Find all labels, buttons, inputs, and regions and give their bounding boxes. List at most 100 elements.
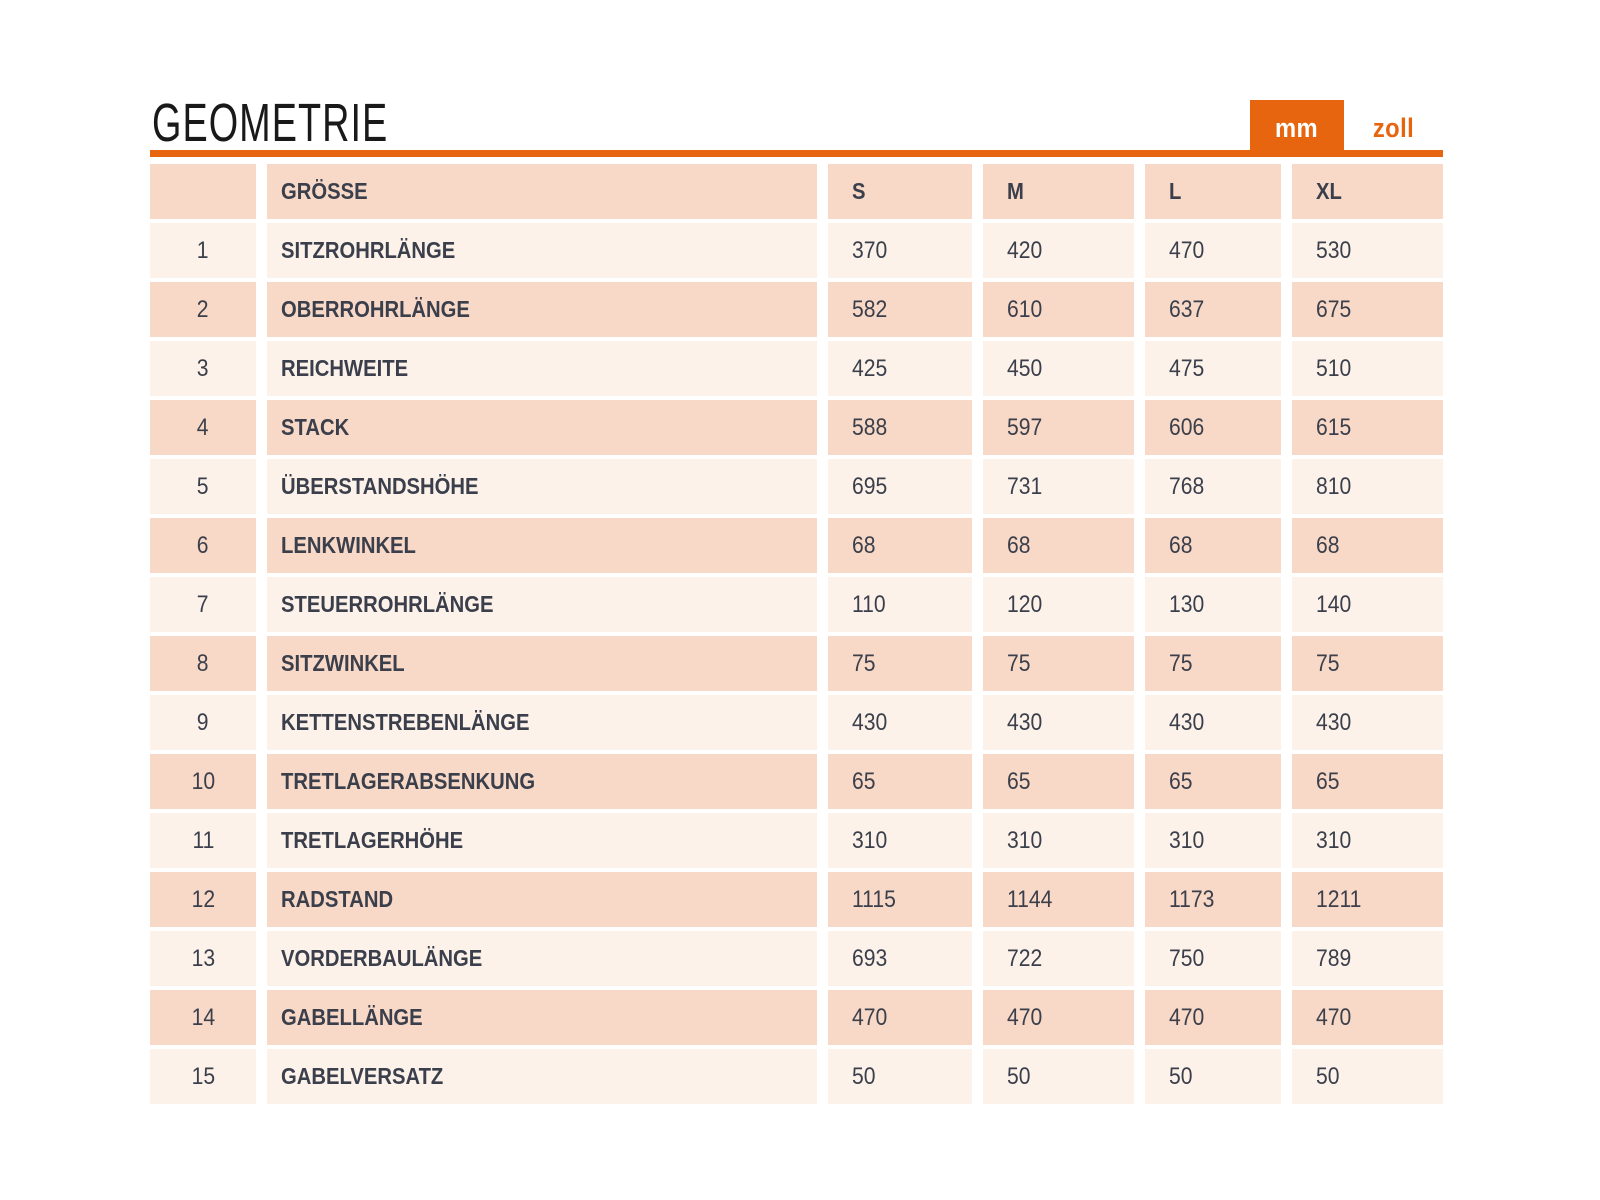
row-number-cell-text: 3 — [197, 354, 209, 382]
value-cell-l: 750 — [1145, 931, 1281, 986]
row-number-cell-text: 7 — [197, 590, 209, 618]
value-cell-xl-text: 65 — [1316, 767, 1340, 795]
value-cell-s-text: 68 — [852, 531, 876, 559]
row-number-cell-text: 13 — [191, 944, 215, 972]
row-label-cell-text: STEUERROHRLÄNGE — [281, 591, 494, 617]
value-cell-s: 693 — [828, 931, 972, 986]
value-cell-l-text: 606 — [1169, 413, 1205, 441]
row-number-cell: 7 — [150, 577, 256, 632]
value-cell-l-text: 50 — [1169, 1062, 1193, 1090]
value-cell-xl: 530 — [1292, 223, 1443, 278]
value-cell-m-text: 610 — [1007, 295, 1043, 323]
row-label-cell-text: STACK — [281, 414, 350, 440]
unit-tab-mm[interactable]: mm — [1250, 100, 1344, 157]
value-cell-l-text: 310 — [1169, 826, 1205, 854]
row-label-cell-text: GABELVERSATZ — [281, 1063, 444, 1089]
row-number-cell: 15 — [150, 1049, 256, 1104]
value-cell-m-text: 68 — [1007, 531, 1031, 559]
header-col-m: M — [983, 164, 1134, 219]
value-cell-m-text: 597 — [1007, 413, 1043, 441]
value-cell-m: 1144 — [983, 872, 1134, 927]
value-cell-xl: 1211 — [1292, 872, 1443, 927]
value-cell-l-text: 475 — [1169, 354, 1205, 382]
row-number-cell-text: 1 — [197, 236, 209, 264]
row-label-cell: OBERROHRLÄNGE — [267, 282, 817, 337]
row-number-cell-text: 6 — [197, 531, 209, 559]
header-index-cell — [150, 164, 256, 219]
value-cell-l-text: 750 — [1169, 944, 1205, 972]
page-title-text: GEOMETRIE — [152, 93, 389, 153]
value-cell-l: 1173 — [1145, 872, 1281, 927]
value-cell-xl-text: 675 — [1316, 295, 1352, 323]
row-number-cell: 2 — [150, 282, 256, 337]
value-cell-xl-text: 75 — [1316, 649, 1340, 677]
page-title: GEOMETRIE — [152, 96, 490, 150]
row-label-cell: ÜBERSTANDSHÖHE — [267, 459, 817, 514]
value-cell-l: 470 — [1145, 990, 1281, 1045]
unit-tab-zoll[interactable]: zoll — [1344, 100, 1443, 157]
row-label-cell-text: GABELLÄNGE — [281, 1004, 423, 1030]
value-cell-s: 310 — [828, 813, 972, 868]
value-cell-s-text: 1115 — [852, 885, 896, 913]
value-cell-xl-text: 810 — [1316, 472, 1352, 500]
row-label-cell-text: TRETLAGERABSENKUNG — [281, 768, 536, 794]
row-label-cell: LENKWINKEL — [267, 518, 817, 573]
value-cell-s: 1115 — [828, 872, 972, 927]
value-cell-m-text: 731 — [1007, 472, 1043, 500]
value-cell-s: 695 — [828, 459, 972, 514]
value-cell-s-text: 430 — [852, 708, 888, 736]
row-number-cell-text: 9 — [197, 708, 209, 736]
value-cell-s: 430 — [828, 695, 972, 750]
value-cell-l: 130 — [1145, 577, 1281, 632]
value-cell-xl: 430 — [1292, 695, 1443, 750]
value-cell-l-text: 470 — [1169, 236, 1205, 264]
value-cell-m: 120 — [983, 577, 1134, 632]
value-cell-xl-text: 50 — [1316, 1062, 1340, 1090]
value-cell-m: 450 — [983, 341, 1134, 396]
row-label-cell: STEUERROHRLÄNGE — [267, 577, 817, 632]
value-cell-m: 420 — [983, 223, 1134, 278]
value-cell-xl: 615 — [1292, 400, 1443, 455]
value-cell-s: 50 — [828, 1049, 972, 1104]
row-number-cell-text: 14 — [191, 1003, 215, 1031]
value-cell-s-text: 50 — [852, 1062, 876, 1090]
row-number-cell: 8 — [150, 636, 256, 691]
row-label-cell: GABELLÄNGE — [267, 990, 817, 1045]
value-cell-m-text: 430 — [1007, 708, 1043, 736]
row-number-cell-text: 4 — [197, 413, 209, 441]
value-cell-m: 731 — [983, 459, 1134, 514]
row-number-cell-text: 8 — [197, 649, 209, 677]
accent-divider — [150, 150, 1443, 157]
row-number-cell: 9 — [150, 695, 256, 750]
value-cell-m-text: 1144 — [1007, 885, 1053, 913]
value-cell-l: 50 — [1145, 1049, 1281, 1104]
value-cell-s-text: 588 — [852, 413, 888, 441]
value-cell-xl-text: 789 — [1316, 944, 1352, 972]
row-label-cell-text: OBERROHRLÄNGE — [281, 296, 470, 322]
row-number-cell: 12 — [150, 872, 256, 927]
value-cell-l: 310 — [1145, 813, 1281, 868]
row-number-cell: 3 — [150, 341, 256, 396]
value-cell-m: 470 — [983, 990, 1134, 1045]
value-cell-m: 597 — [983, 400, 1134, 455]
value-cell-m-text: 722 — [1007, 944, 1043, 972]
row-label-cell: GABELVERSATZ — [267, 1049, 817, 1104]
header-col-l: L — [1145, 164, 1281, 219]
value-cell-l-text: 75 — [1169, 649, 1193, 677]
value-cell-m: 68 — [983, 518, 1134, 573]
unit-tab-zoll-label: zoll — [1372, 113, 1415, 143]
row-label-cell-text: SITZROHRLÄNGE — [281, 237, 456, 263]
row-label-cell: TRETLAGERABSENKUNG — [267, 754, 817, 809]
value-cell-s-text: 470 — [852, 1003, 888, 1031]
row-number-cell: 1 — [150, 223, 256, 278]
row-number-cell: 5 — [150, 459, 256, 514]
value-cell-s-text: 75 — [852, 649, 876, 677]
row-label-cell: RADSTAND — [267, 872, 817, 927]
value-cell-m-text: 470 — [1007, 1003, 1043, 1031]
value-cell-s-text: 582 — [852, 295, 888, 323]
value-cell-m-text: 50 — [1007, 1062, 1031, 1090]
row-label-cell-text: TRETLAGERHÖHE — [281, 827, 464, 853]
row-label-cell-text: KETTENSTREBENLÄNGE — [281, 709, 530, 735]
row-number-cell: 4 — [150, 400, 256, 455]
